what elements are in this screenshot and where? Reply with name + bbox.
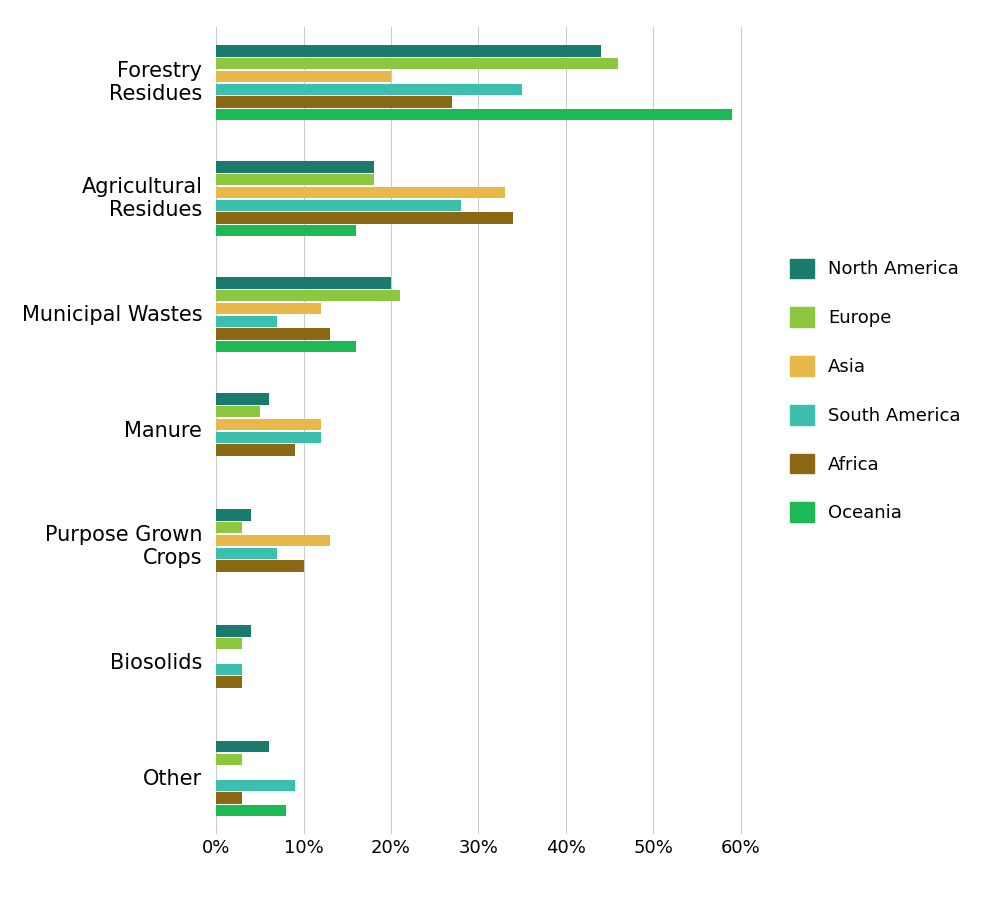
Bar bbox=[216, 432, 321, 443]
Bar bbox=[216, 45, 601, 56]
Bar bbox=[216, 741, 268, 753]
Bar bbox=[216, 625, 252, 637]
Bar bbox=[216, 316, 277, 327]
Bar bbox=[216, 677, 243, 688]
Bar bbox=[216, 522, 243, 533]
Bar bbox=[216, 664, 243, 675]
Bar bbox=[216, 290, 400, 301]
Bar bbox=[216, 638, 243, 649]
Bar bbox=[216, 96, 452, 108]
Bar bbox=[216, 341, 356, 352]
Legend: North America, Europe, Asia, South America, Africa, Oceania: North America, Europe, Asia, South Ameri… bbox=[781, 249, 970, 532]
Bar bbox=[216, 535, 330, 546]
Bar bbox=[216, 109, 731, 121]
Bar bbox=[216, 419, 321, 430]
Bar bbox=[216, 444, 295, 455]
Bar bbox=[216, 58, 618, 69]
Bar bbox=[216, 548, 277, 559]
Bar bbox=[216, 406, 260, 417]
Bar bbox=[216, 174, 374, 185]
Bar bbox=[216, 328, 330, 339]
Bar bbox=[216, 754, 243, 766]
Bar bbox=[216, 187, 504, 198]
Bar bbox=[216, 561, 304, 571]
Bar bbox=[216, 71, 391, 83]
Bar bbox=[216, 161, 374, 172]
Bar bbox=[216, 212, 513, 224]
Bar bbox=[216, 225, 356, 237]
Bar bbox=[216, 779, 295, 791]
Bar bbox=[216, 200, 461, 210]
Bar bbox=[216, 510, 252, 521]
Bar bbox=[216, 793, 243, 804]
Bar bbox=[216, 805, 286, 816]
Bar bbox=[216, 83, 522, 95]
Bar bbox=[216, 303, 321, 314]
Bar bbox=[216, 394, 268, 405]
Bar bbox=[216, 278, 391, 288]
